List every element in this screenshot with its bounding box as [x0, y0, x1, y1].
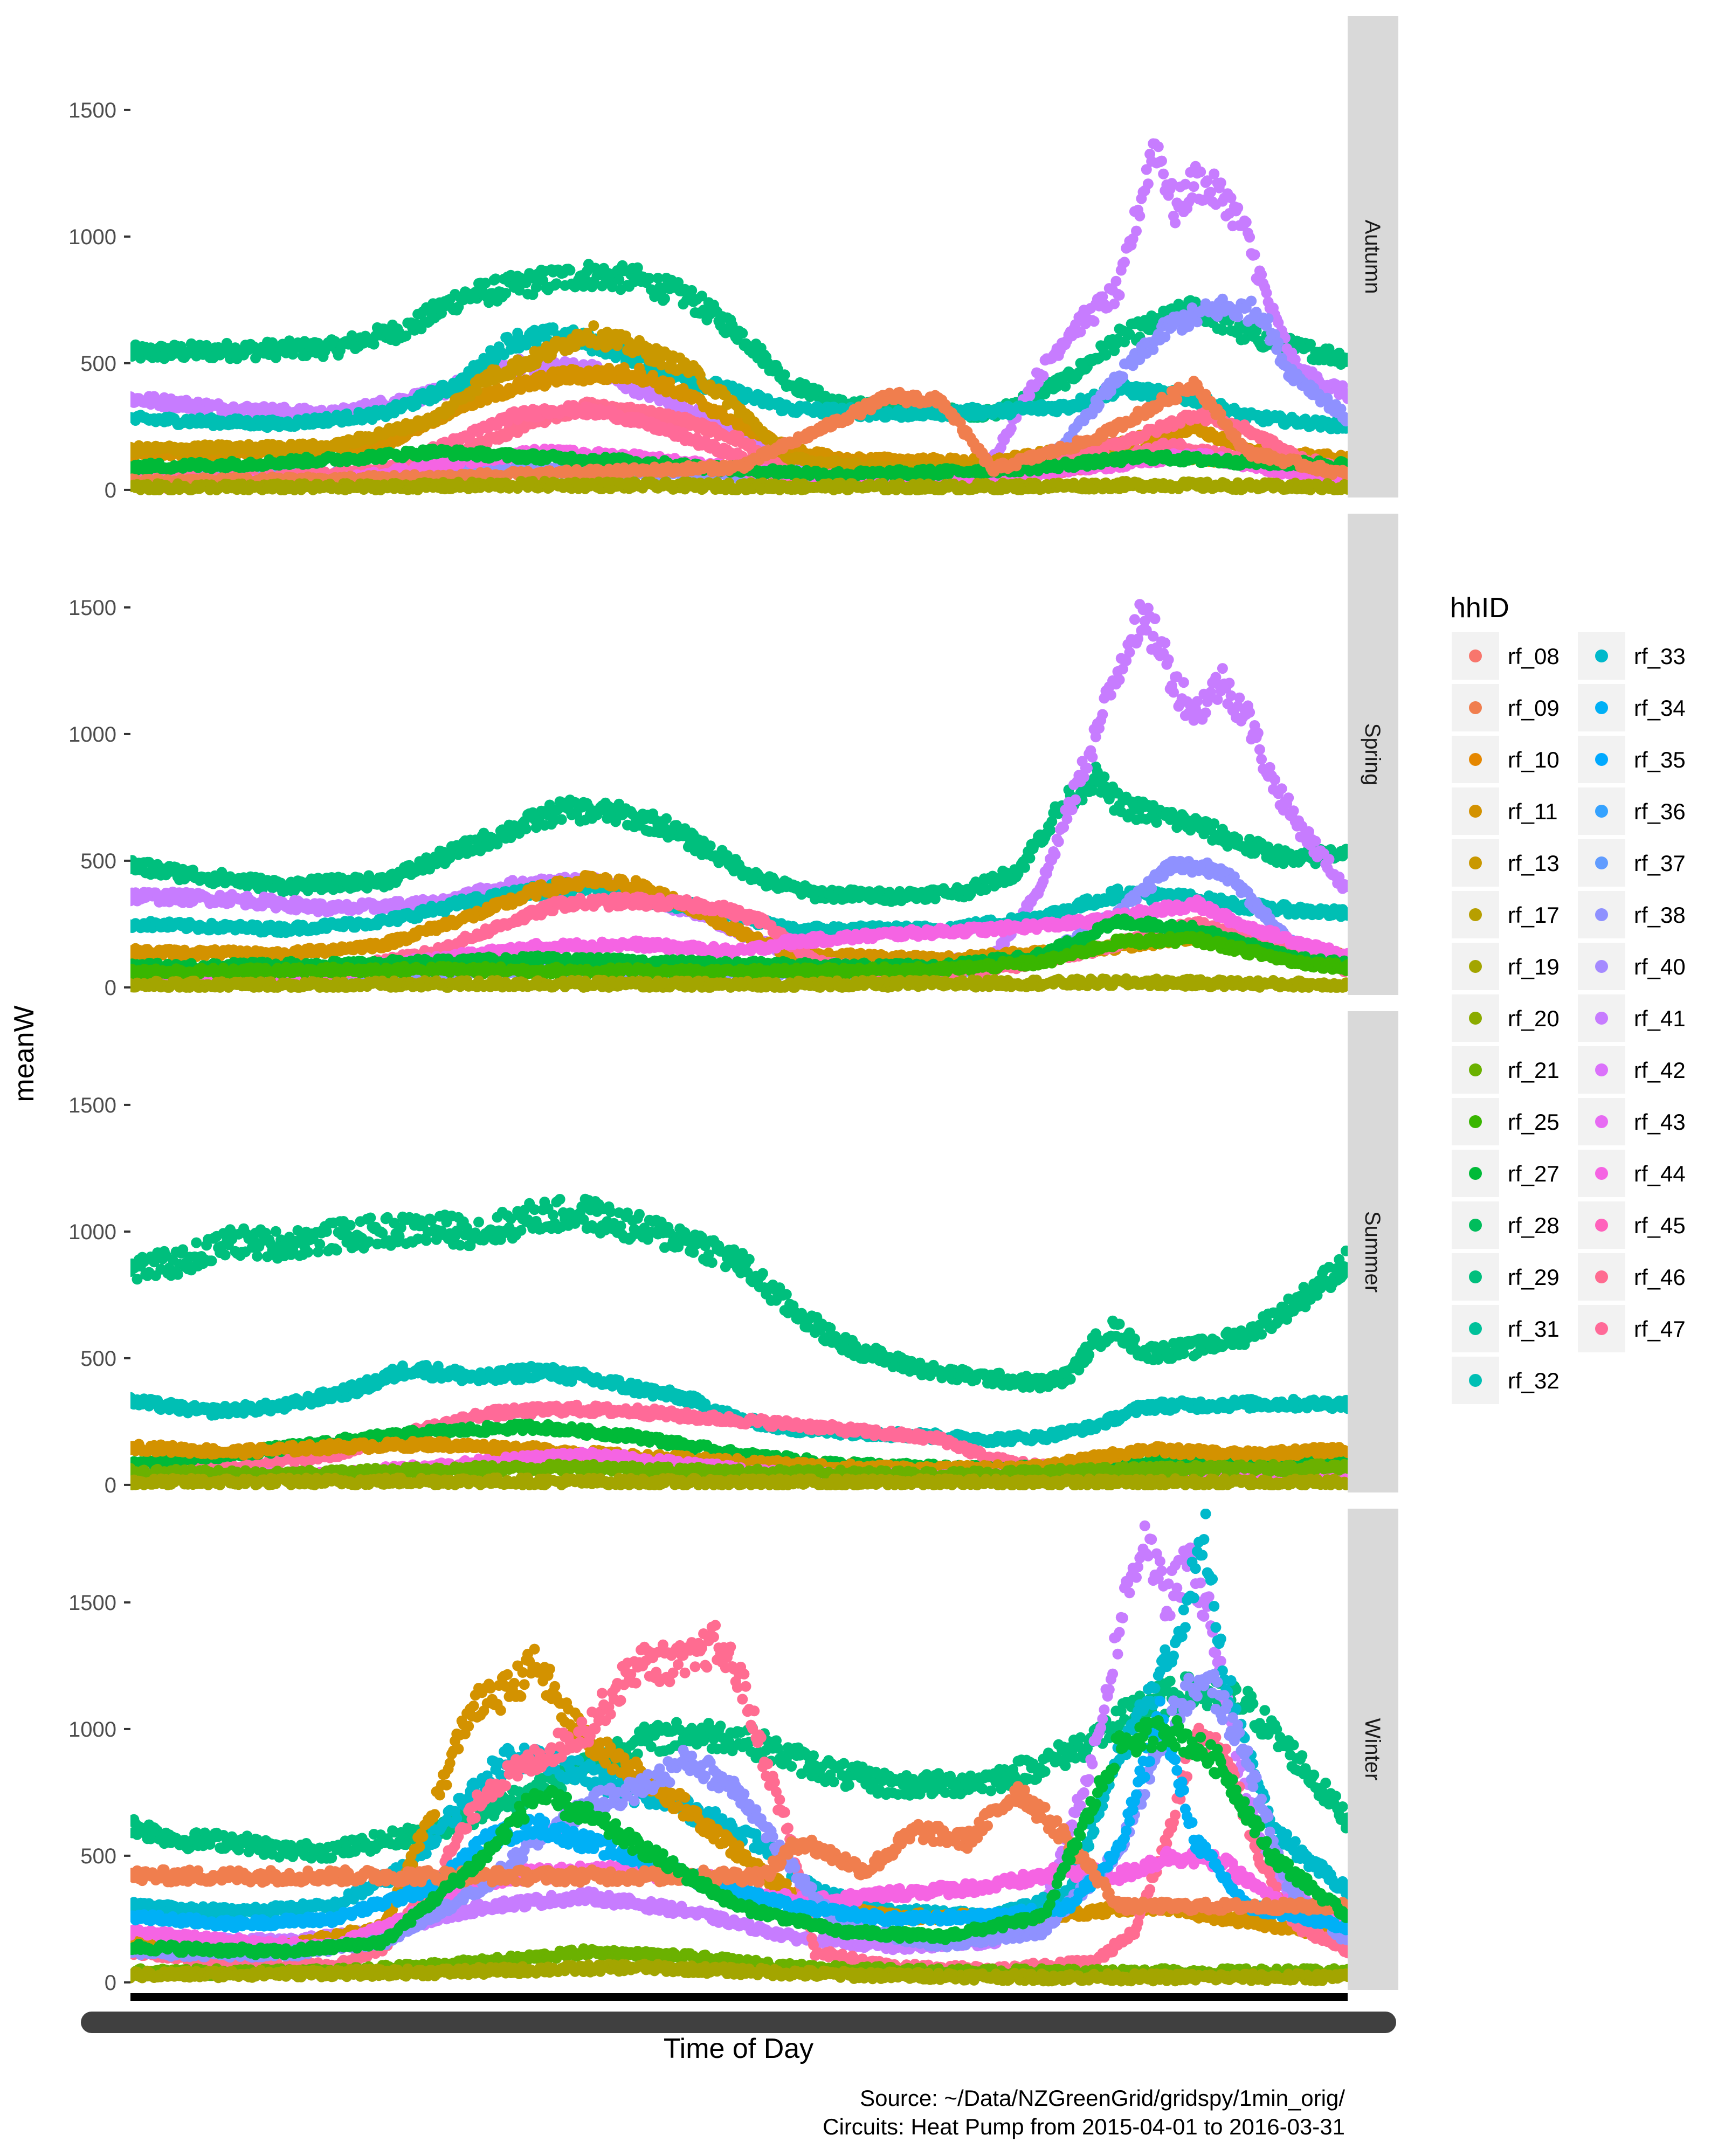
facet-label: Autumn: [1361, 220, 1384, 294]
data-point: [564, 265, 576, 276]
data-point: [1134, 210, 1146, 222]
data-point: [530, 282, 542, 293]
data-point: [644, 273, 655, 284]
data-point: [1124, 329, 1135, 340]
data-point: [1153, 141, 1164, 153]
y-tick-label: 1000: [68, 225, 116, 249]
data-point: [686, 285, 698, 296]
data-point: [1305, 338, 1316, 350]
data-point: [1261, 287, 1272, 299]
data-point: [1119, 257, 1130, 268]
data-point: [1088, 316, 1100, 327]
data-point: [1142, 178, 1154, 190]
data-point: [483, 297, 494, 308]
data-point: [659, 293, 670, 305]
data-point: [588, 320, 599, 331]
y-tick-label: 500: [80, 352, 116, 376]
data-point: [779, 369, 790, 381]
data-point: [1195, 166, 1206, 177]
data-point: [1100, 350, 1112, 361]
data-point: [1246, 295, 1257, 307]
data-point: [737, 328, 748, 339]
data-point: [673, 277, 684, 288]
data-point: [1191, 316, 1203, 328]
data-point: [176, 341, 187, 352]
data-point: [1249, 249, 1260, 260]
data-point: [401, 330, 412, 342]
y-tick-label: 0: [105, 479, 116, 502]
data-point: [1131, 225, 1142, 237]
data-point: [1114, 289, 1125, 301]
data-point: [1094, 399, 1105, 411]
data-point: [606, 281, 618, 293]
facet-panels: Autumn050010001500Spring050010001500Summ…: [68, 16, 1398, 1995]
data-point: [551, 278, 562, 289]
data-point: [1170, 217, 1181, 229]
data-point: [1188, 181, 1199, 192]
data-point: [1273, 337, 1284, 348]
data-point: [1038, 370, 1049, 382]
data-point: [500, 288, 512, 299]
series-rf_29: [130, 259, 1348, 423]
data-point: [652, 273, 664, 284]
data-point: [490, 273, 501, 285]
data-point: [1215, 177, 1226, 189]
data-point: [1251, 325, 1262, 336]
facet-strip-autumn: [1348, 16, 1398, 497]
data-point: [632, 262, 643, 273]
data-point: [480, 278, 491, 289]
points-autumn: [130, 138, 1348, 495]
data-point: [135, 353, 146, 364]
y-tick-label: 1500: [68, 99, 116, 122]
data-point: [368, 338, 380, 350]
panel-autumn: Autumn 0 500 1000 1500: [68, 16, 1398, 502]
data-point: [813, 384, 824, 396]
data-point: [1144, 324, 1156, 335]
data-point: [696, 291, 707, 302]
data-point: [221, 337, 232, 349]
data-point: [1217, 324, 1228, 336]
data-point: [1244, 232, 1255, 243]
data-point: [1117, 371, 1128, 382]
data-point: [613, 274, 625, 285]
data-point: [1158, 168, 1169, 179]
data-point: [1342, 353, 1348, 364]
data-point: [1110, 275, 1122, 287]
data-point: [1209, 168, 1220, 179]
data-point: [1060, 381, 1071, 392]
data-point: [1156, 155, 1167, 167]
data-point: [1240, 217, 1252, 228]
data-point: [1232, 202, 1244, 213]
data-point: [1262, 313, 1274, 324]
